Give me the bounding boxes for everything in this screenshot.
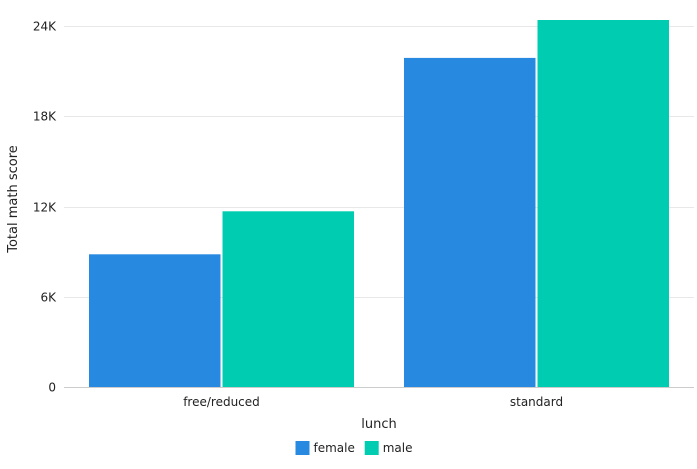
bar-female-free-reduced[interactable]: [89, 254, 221, 387]
y-tick-label: 0: [48, 381, 56, 395]
x-tick-label: free/reduced: [183, 395, 260, 409]
bar-male-free-reduced[interactable]: [222, 211, 355, 387]
bar-female-standard[interactable]: [404, 57, 536, 388]
y-axis-label: Total math score: [6, 145, 21, 254]
legend-item-male[interactable]: male: [364, 441, 413, 455]
y-tick-label: 18K: [33, 110, 57, 124]
x-axis-ticks: free/reduced standard: [183, 395, 563, 409]
y-tick-label: 6K: [40, 291, 57, 305]
x-axis-label: lunch: [361, 417, 396, 432]
legend-swatch: [364, 441, 379, 455]
legend: female male: [295, 441, 413, 455]
y-axis-ticks: 0 6K 12K 18K 24K: [33, 20, 57, 395]
legend-item-female[interactable]: female: [295, 441, 355, 455]
bars: [89, 20, 670, 388]
y-tick-label: 12K: [33, 201, 57, 215]
bar-male-standard[interactable]: [537, 20, 670, 387]
y-tick-label: 24K: [33, 20, 57, 34]
legend-label: male: [383, 441, 413, 455]
legend-label: female: [314, 441, 355, 455]
legend-swatch: [295, 441, 310, 455]
x-tick-label: standard: [510, 395, 563, 409]
